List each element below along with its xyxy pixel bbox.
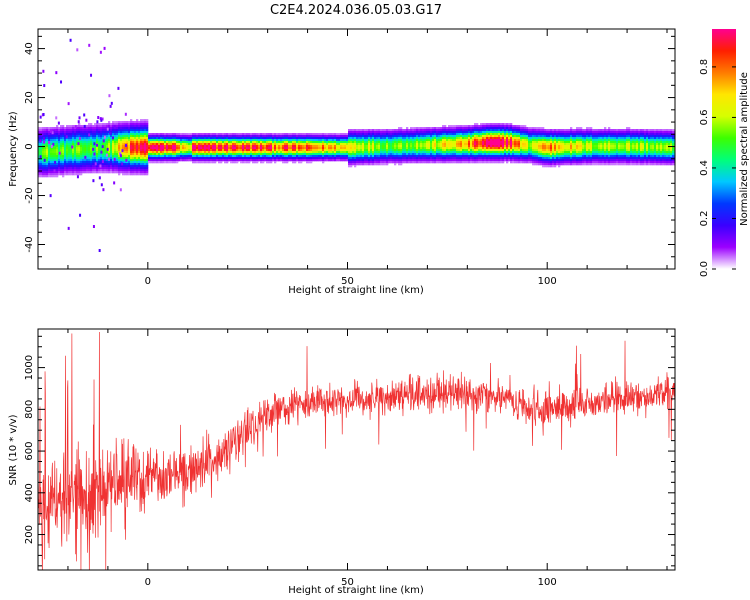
spectrogram-heatmap bbox=[38, 38, 675, 253]
spectrogram-y-tick-label: -20 bbox=[24, 187, 35, 203]
colorbar-gradient bbox=[712, 29, 736, 269]
snr-y-tick-label: 400 bbox=[24, 483, 35, 502]
snr-panel: 0 50 100 200 400 600 800 1000 Height of straig… bbox=[8, 328, 676, 596]
colorbar-tick-label: 0.4 bbox=[699, 160, 710, 176]
snr-x-tick-label: 50 bbox=[341, 577, 354, 588]
spectrogram-x-tick-label: 0 bbox=[145, 276, 151, 287]
spectrogram-y-tick-label: 20 bbox=[24, 91, 35, 104]
snr-x-axis: 0 50 100 bbox=[67, 329, 668, 588]
colorbar-tick-label: 0.6 bbox=[699, 109, 710, 125]
spectrogram-x-tick-label: 100 bbox=[538, 276, 557, 287]
colorbar-tick-label: 0.2 bbox=[699, 211, 710, 227]
snr-x-tick-label: 0 bbox=[145, 577, 151, 588]
spectrogram-y-tick-label: 40 bbox=[24, 42, 35, 55]
colorbar-axis: 0.0 0.2 0.4 0.6 0.8 bbox=[699, 59, 736, 277]
snr-y-tick-label: 1000 bbox=[24, 355, 35, 380]
snr-y-label: SNR (10 * v/v) bbox=[8, 414, 19, 485]
spectrogram-y-tick-label: 0 bbox=[24, 143, 35, 149]
snr-y-tick-label: 800 bbox=[24, 400, 35, 419]
spectrogram-y-label: Frequency (Hz) bbox=[8, 111, 19, 187]
spectrogram-panel: 0 50 100 -40 -20 0 20 40 Height of straight li… bbox=[8, 28, 676, 296]
spectrogram-x-tick-label: 50 bbox=[341, 276, 354, 287]
figure-title: C2E4.2024.036.05.03.G17 bbox=[270, 3, 442, 18]
snr-x-tick-label: 100 bbox=[538, 577, 557, 588]
snr-y-axis: 200 400 600 800 1000 bbox=[24, 335, 675, 567]
spectrogram-x-label: Height of straight line (km) bbox=[288, 285, 424, 296]
spectrogram-y-tick-label: -40 bbox=[24, 236, 35, 252]
colorbar-label: Normalized spectral amplitude bbox=[739, 72, 750, 226]
snr-frame bbox=[37, 328, 676, 571]
spectrogram-frame bbox=[37, 28, 676, 270]
colorbar: 0.0 0.2 0.4 0.6 0.8 Normalized spectral ampl… bbox=[699, 29, 750, 277]
colorbar-tick-label: 0.0 bbox=[699, 261, 710, 277]
spectrogram-x-axis: 0 50 100 bbox=[67, 29, 668, 287]
snr-y-tick-label: 600 bbox=[24, 442, 35, 461]
snr-x-label: Height of straight line (km) bbox=[288, 585, 424, 596]
spectrogram-y-axis: -40 -20 0 20 40 bbox=[24, 35, 675, 270]
colorbar-tick-label: 0.8 bbox=[699, 59, 710, 75]
snr-y-tick-label: 200 bbox=[24, 525, 35, 544]
snr-series-line bbox=[38, 332, 675, 570]
